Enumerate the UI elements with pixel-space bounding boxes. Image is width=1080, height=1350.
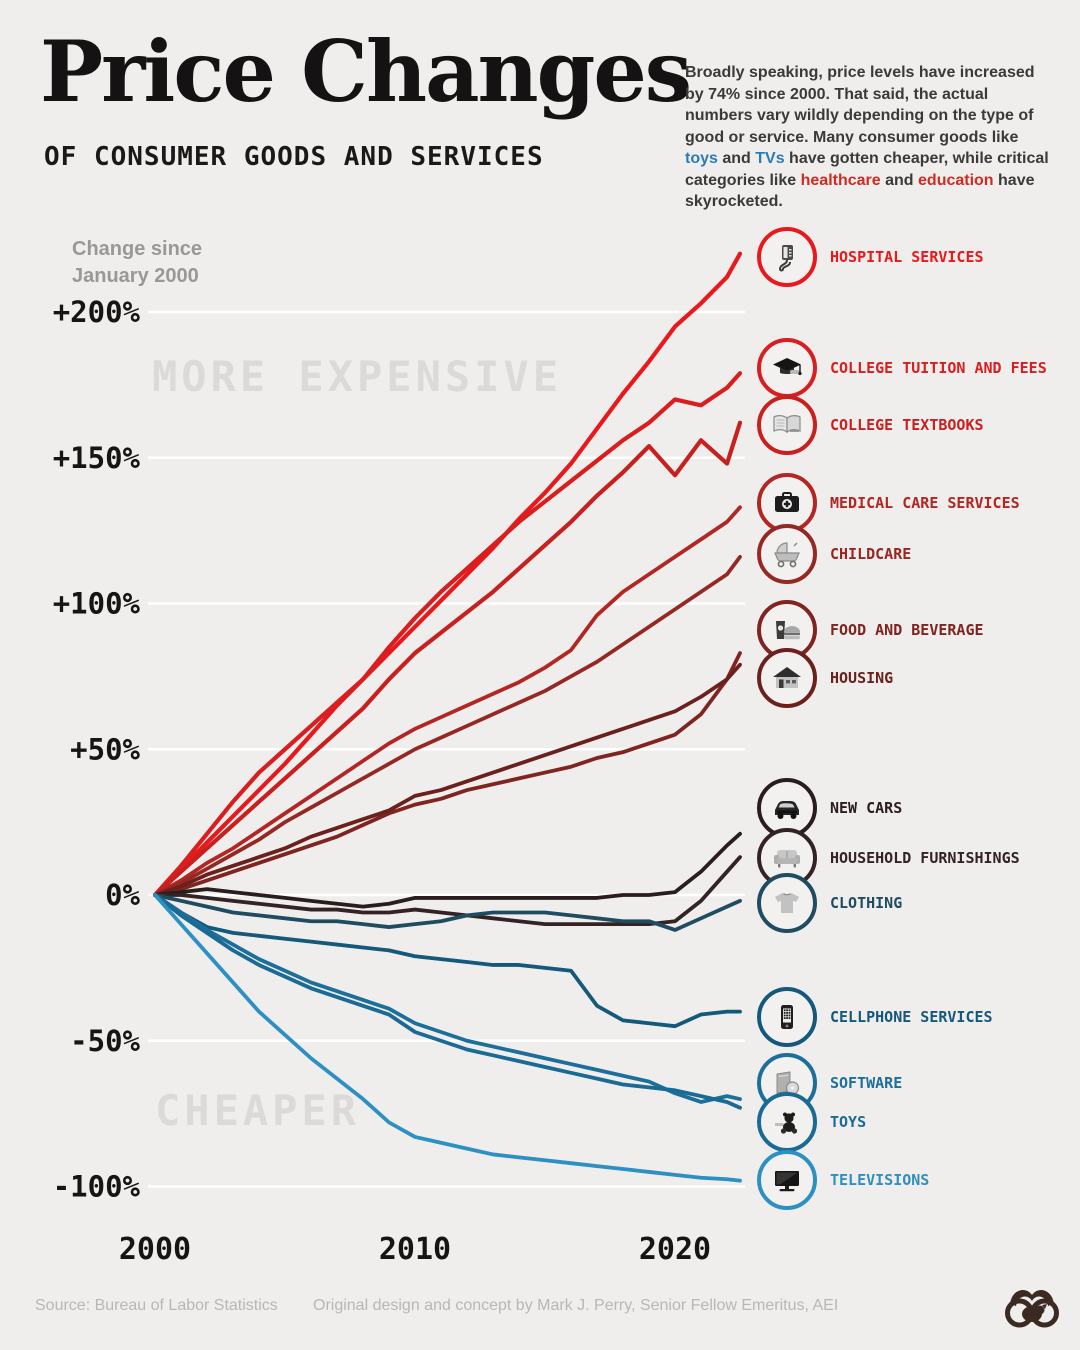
x-tick-label: 2020 (639, 1232, 711, 1267)
series-line-food_and_beverage (153, 651, 742, 897)
legend-item-housing: HOUSING (757, 648, 893, 708)
legend-item-college-textbooks: COLLEGE TEXTBOOKS (757, 395, 984, 455)
legend-label: CLOTHING (830, 894, 903, 912)
y-tick-label: 0% (105, 878, 140, 912)
series-line-housing (153, 662, 742, 897)
watermark-cheaper: CHEAPER (155, 1086, 361, 1135)
legend-label: SOFTWARE (830, 1074, 903, 1092)
series-line-medical_care_services (153, 505, 742, 897)
intro-text: and (717, 150, 756, 167)
intro-text: have gotten cheaper, while critical cate… (685, 150, 1049, 189)
childcare-icon (757, 524, 817, 584)
legend-label: TELEVISIONS (830, 1171, 930, 1189)
toys-icon (757, 1092, 817, 1152)
legend-label: TOYS (830, 1113, 867, 1131)
legend-item-new-cars: NEW CARS (757, 778, 902, 838)
series-line-college_textbooks (152, 420, 743, 898)
televisions-icon (757, 1150, 817, 1210)
intro-paragraph: Broadly speaking, price levels have incr… (685, 62, 1051, 213)
page-subtitle: OF CONSUMER GOODS AND SERVICES (44, 142, 544, 172)
legend-item-childcare: CHILDCARE (757, 524, 911, 584)
legend-item-clothing: CLOTHING (757, 873, 902, 933)
x-tick-label: 2000 (119, 1232, 191, 1267)
series-line-toys (153, 893, 742, 1110)
legend-item-household-furnishings: HOUSEHOLD FURNISHINGS (757, 828, 1020, 888)
legend-item-cellphone-services: CELLPHONE SERVICES (757, 987, 993, 1047)
series-line-cellphone_services (153, 893, 742, 1029)
legend-label: COLLEGE TEXTBOOKS (830, 416, 984, 434)
legend-label: COLLEGE TUITION AND FEES (830, 359, 1047, 377)
series-line-clothing (153, 893, 742, 932)
legend-label: HOUSEHOLD FURNISHINGS (830, 849, 1020, 867)
x-tick-label: 2010 (379, 1232, 451, 1267)
legend-item-televisions: TELEVISIONS (757, 1150, 929, 1210)
footer-credit: Original design and concept by Mark J. P… (313, 1297, 839, 1314)
y-tick-label: -100% (53, 1170, 141, 1204)
series-line-televisions (153, 893, 742, 1183)
axis-note-line1: Change since (72, 238, 203, 260)
college-textbooks-icon (757, 395, 817, 455)
page-title: Price Changes (40, 22, 692, 121)
legend-label: MEDICAL CARE SERVICES (830, 494, 1020, 512)
clothing-icon (757, 873, 817, 933)
axis-note: Change since January 2000 (72, 236, 202, 290)
legend-label: CHILDCARE (830, 545, 912, 563)
legend-label: HOSPITAL SERVICES (830, 248, 984, 266)
series-line-new_cars (153, 831, 742, 909)
legend-item-college-tuition: COLLEGE TUITION AND FEES (757, 338, 1047, 398)
intro-highlight: education (918, 171, 994, 189)
legend-item-toys: TOYS (757, 1092, 866, 1152)
legend-label: FOOD AND BEVERAGE (830, 621, 984, 639)
y-tick-label: +200% (53, 295, 141, 329)
series-line-hospital_services (152, 251, 743, 898)
y-tick-label: +50% (70, 732, 140, 766)
legend-item-hospital-services: HOSPITAL SERVICES (757, 227, 984, 287)
footer-source: Source: Bureau of Labor Statistics (35, 1297, 278, 1314)
housing-icon (757, 648, 817, 708)
legend-label: NEW CARS (830, 799, 903, 817)
y-tick-label: +100% (53, 587, 141, 621)
cellphone-services-icon (757, 987, 817, 1047)
publisher-logo-icon (1005, 1289, 1059, 1328)
intro-text: and (880, 171, 919, 189)
series-line-college_tuition (152, 371, 743, 898)
series-line-childcare (153, 554, 742, 897)
legend-label: CELLPHONE SERVICES (830, 1008, 993, 1026)
watermark-more-expensive: MORE EXPENSIVE (152, 352, 563, 401)
intro-highlight: TVs (755, 150, 785, 167)
y-tick-label: +150% (53, 441, 141, 475)
legend-label: HOUSING (830, 669, 894, 687)
legend-item-medical-care-services: MEDICAL CARE SERVICES (757, 473, 1020, 533)
intro-highlight: healthcare (800, 171, 881, 189)
series-line-software (153, 893, 742, 1104)
intro-text: have skyrocketed. (685, 171, 1035, 211)
axis-note-line2: January 2000 (72, 265, 199, 287)
intro-text: Broadly speaking, price levels have incr… (685, 64, 1035, 146)
college-tuition-icon (757, 338, 817, 398)
y-tick-label: -50% (70, 1024, 140, 1058)
intro-highlight: toys (685, 150, 718, 167)
hospital-services-icon (757, 227, 817, 287)
